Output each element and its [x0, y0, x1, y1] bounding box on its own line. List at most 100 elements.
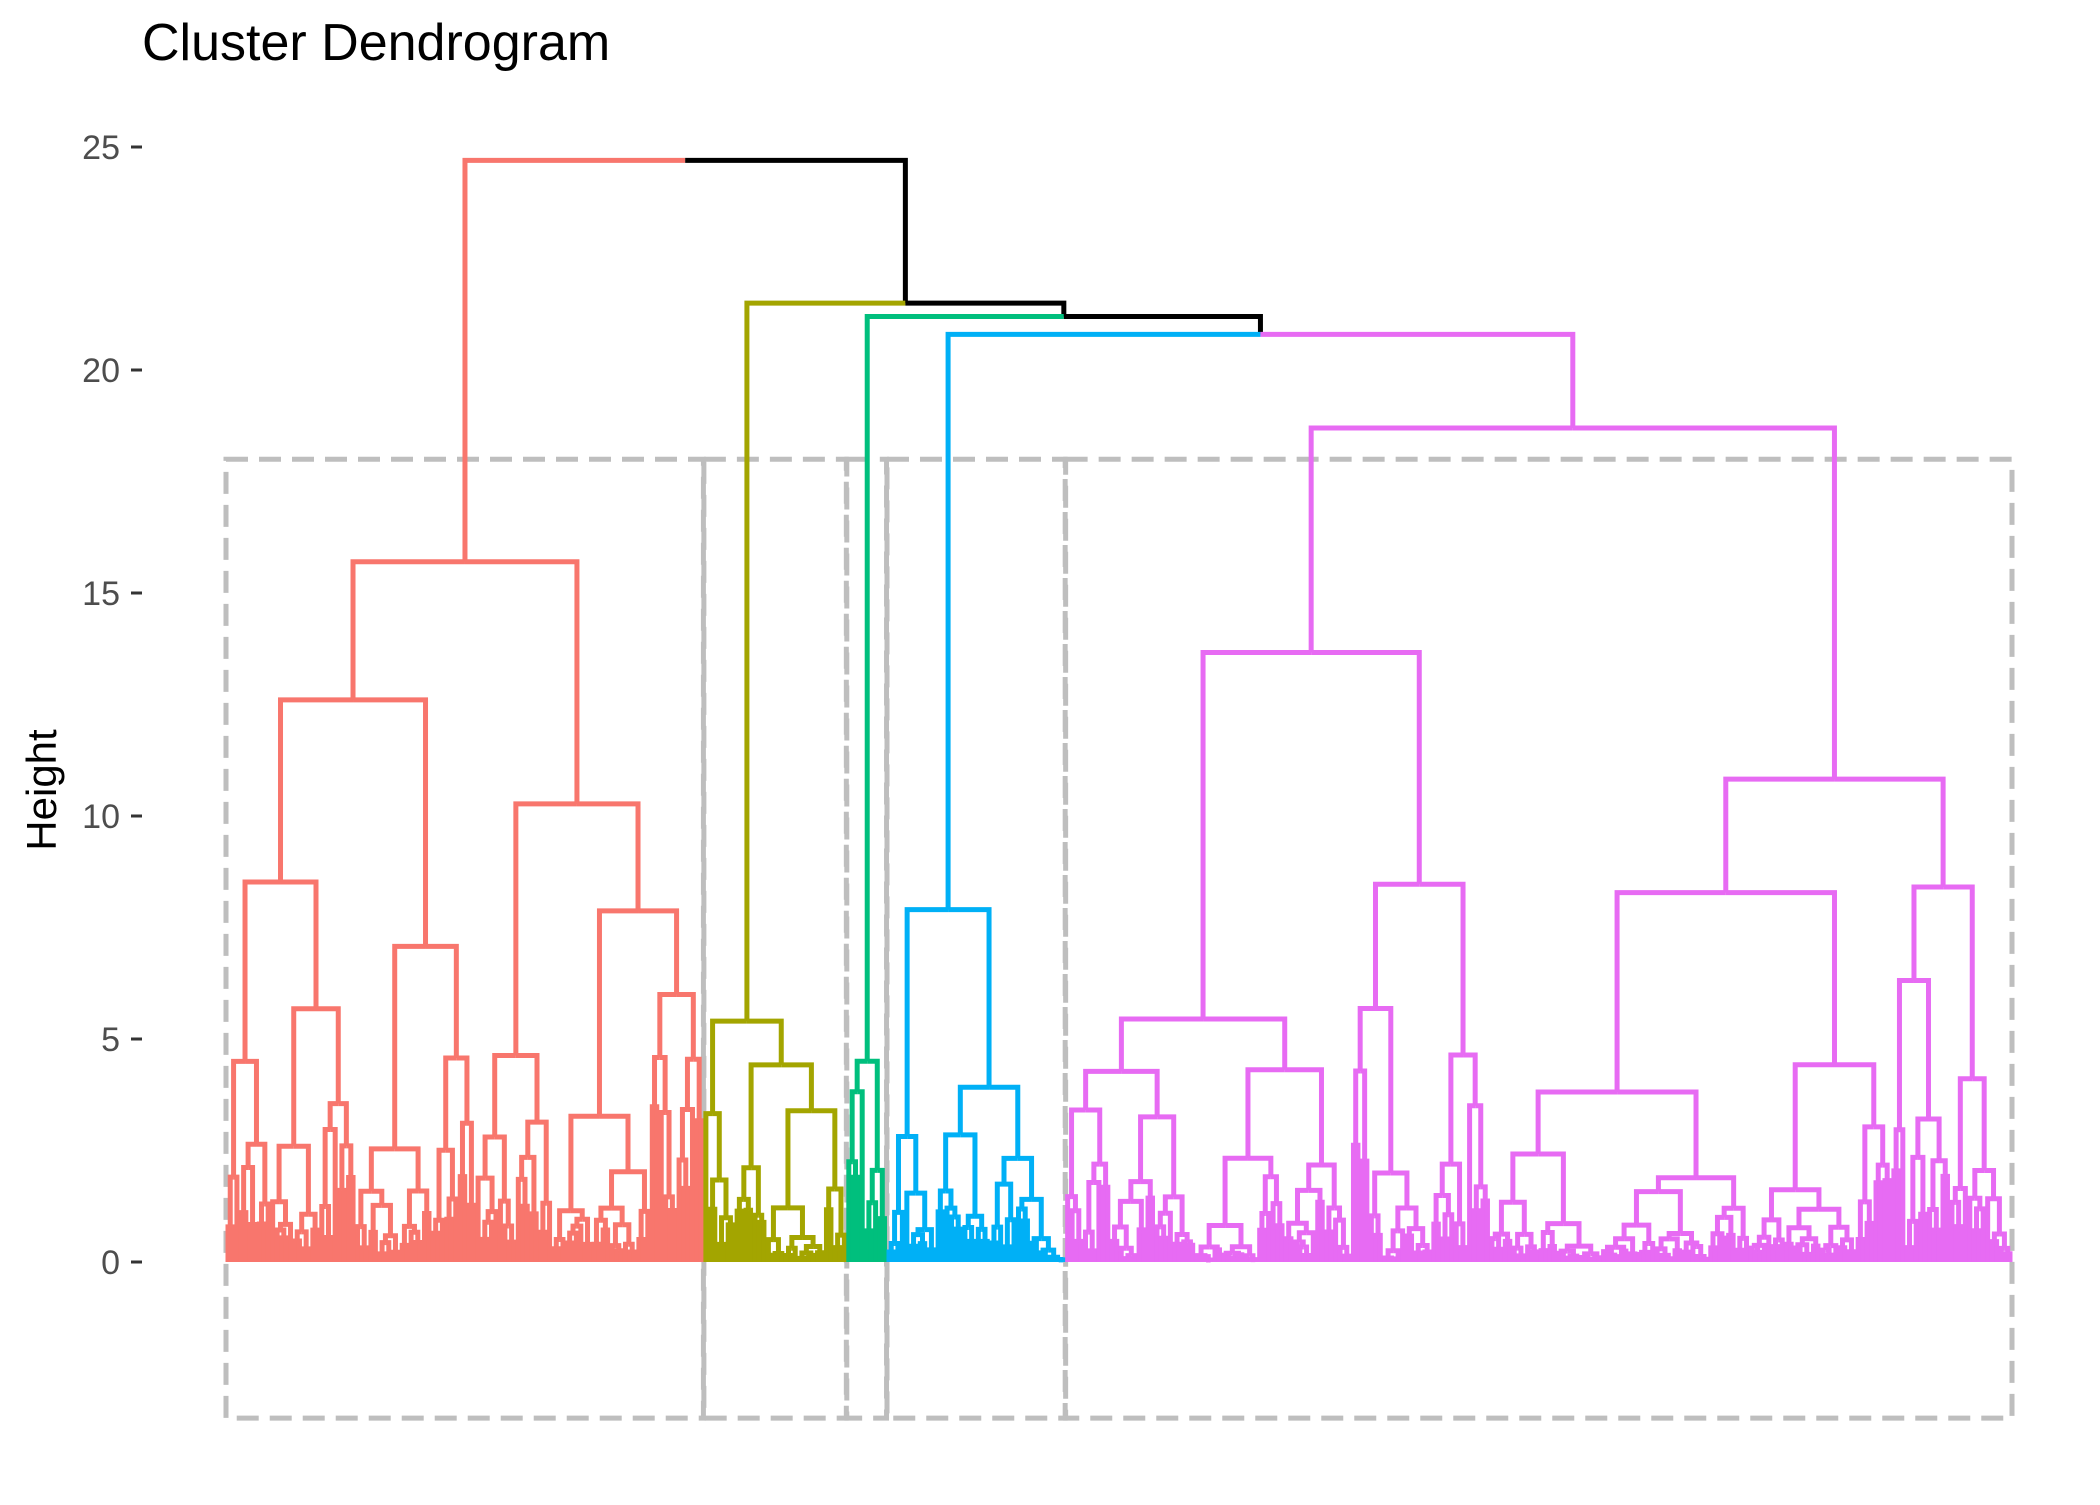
cluster-1-link	[316, 1009, 338, 1104]
cluster-1-link	[302, 1232, 306, 1249]
cluster-5-link	[1914, 980, 1929, 1119]
cluster-5-link	[1286, 1239, 1288, 1262]
cluster-2-link	[747, 1021, 781, 1065]
cluster-2-link	[722, 1218, 726, 1245]
cluster-5-link	[1499, 1249, 1501, 1262]
cluster-5-link	[1860, 1240, 1862, 1262]
cluster-1-link	[612, 1172, 628, 1208]
cluster-4-link	[983, 1241, 985, 1262]
cluster-3-link	[882, 1219, 884, 1262]
cluster-5-link	[1914, 887, 1943, 980]
cluster-5-link	[1217, 1250, 1219, 1262]
cluster-1-link	[655, 1057, 660, 1106]
cluster-5-link	[1918, 1119, 1929, 1157]
cluster-5-link	[1776, 1247, 1778, 1262]
cluster-2-link	[775, 1255, 777, 1262]
cluster-5-link	[1353, 1145, 1355, 1262]
cluster-4-link	[1007, 1247, 1009, 1262]
cluster-5-link	[1393, 1231, 1398, 1251]
cluster-4-link	[940, 1212, 942, 1262]
cluster-1-link	[447, 1219, 449, 1262]
cluster-1-link	[594, 1244, 596, 1262]
cluster-5-link	[1633, 1254, 1635, 1262]
cluster-5-link	[1445, 1239, 1447, 1262]
cluster-1-link	[295, 1241, 297, 1262]
cluster-5-link	[1896, 1130, 1899, 1171]
cluster-5-link	[1613, 1257, 1615, 1262]
cluster-5-link	[1878, 1165, 1882, 1183]
cluster-1-link	[516, 804, 577, 1056]
cluster-5-link	[1177, 1244, 1179, 1262]
cluster-2-link	[728, 1225, 730, 1262]
cluster-5-link	[1329, 1232, 1331, 1262]
cluster-1-link	[382, 1254, 384, 1262]
cluster-5-link	[1959, 1227, 1961, 1262]
cluster-5-link	[1943, 1176, 1945, 1262]
cluster-5-link	[1079, 1241, 1081, 1262]
cluster-5-link	[1141, 1230, 1143, 1262]
cluster-4-link	[911, 1246, 913, 1262]
cluster-5-link	[1226, 1255, 1228, 1262]
cluster-5-link	[1740, 1250, 1742, 1262]
cluster-5-link	[1851, 1252, 1853, 1262]
cluster-5-link	[1289, 1239, 1291, 1262]
cluster-4-link	[889, 1252, 891, 1262]
cluster-1-link	[495, 1137, 505, 1201]
cluster-5-link	[1977, 1231, 1979, 1262]
cluster-5-link	[1253, 1260, 1255, 1262]
cluster-1-link	[230, 1227, 232, 1262]
cluster-5-link	[1463, 1248, 1465, 1262]
cluster-5-link	[1092, 1251, 1094, 1262]
cluster-4-link	[1025, 1221, 1027, 1262]
cluster-5-link	[1807, 1254, 1809, 1262]
cluster-4-link	[1041, 1253, 1043, 1262]
cluster-5-link	[1773, 1247, 1775, 1262]
cluster-5-link	[1876, 1183, 1878, 1262]
cluster-5-link	[1209, 1226, 1225, 1247]
cluster-5-link	[1755, 1252, 1757, 1262]
cluster-5-link	[1476, 1211, 1478, 1262]
cluster-4-link	[1004, 1158, 1018, 1184]
cluster-5-link	[1843, 1248, 1845, 1262]
cluster-5-link	[1513, 1202, 1524, 1234]
cluster-1-link	[652, 1107, 654, 1262]
cluster-1-link	[253, 1224, 255, 1262]
cluster-1-link	[279, 1146, 294, 1201]
cluster-5-link	[1126, 1259, 1128, 1262]
y-tick-label: 15	[82, 575, 120, 613]
cluster-1-link	[571, 1116, 600, 1210]
cluster-5-link	[1235, 1259, 1237, 1262]
cluster-4-link	[972, 1241, 974, 1262]
cluster-5-link	[1340, 1220, 1344, 1247]
cluster-1-link	[638, 911, 677, 995]
cluster-5-link	[1276, 1204, 1279, 1226]
cluster-1-link	[245, 882, 280, 1061]
cluster-5-link	[1248, 1158, 1271, 1176]
cluster-1-link	[449, 1219, 451, 1262]
cluster-5-link	[1887, 1181, 1889, 1262]
cluster-1-link	[351, 1178, 353, 1262]
cluster-1-link	[338, 1104, 346, 1146]
cluster-5-link	[1636, 1225, 1648, 1243]
cluster-4-link	[916, 1193, 925, 1229]
cluster-5-link	[1713, 1248, 1715, 1262]
root-merge-link	[867, 316, 1064, 1061]
cluster-4-link	[920, 1244, 922, 1262]
cluster-5-link	[1398, 1208, 1407, 1231]
cluster-4-link	[958, 1229, 960, 1262]
cluster-5-link	[1233, 1259, 1235, 1262]
cluster-5-link	[1726, 779, 1835, 893]
cluster-5-link	[1362, 1161, 1364, 1262]
cluster-1-link	[425, 1213, 427, 1262]
y-tick-label: 10	[82, 798, 120, 836]
cluster-1-link	[395, 1149, 418, 1191]
cluster-5-link	[1538, 1092, 1617, 1154]
cluster-1-link	[639, 1240, 641, 1262]
cluster-1-link	[234, 1061, 245, 1177]
cluster-5-link	[1867, 1223, 1869, 1262]
cluster-5-link	[1771, 1190, 1795, 1220]
cluster-5-link	[1203, 653, 1311, 1019]
cluster-3-link	[867, 1061, 877, 1170]
cluster-5-link	[1120, 1227, 1126, 1248]
cluster-4-link	[907, 910, 948, 1137]
